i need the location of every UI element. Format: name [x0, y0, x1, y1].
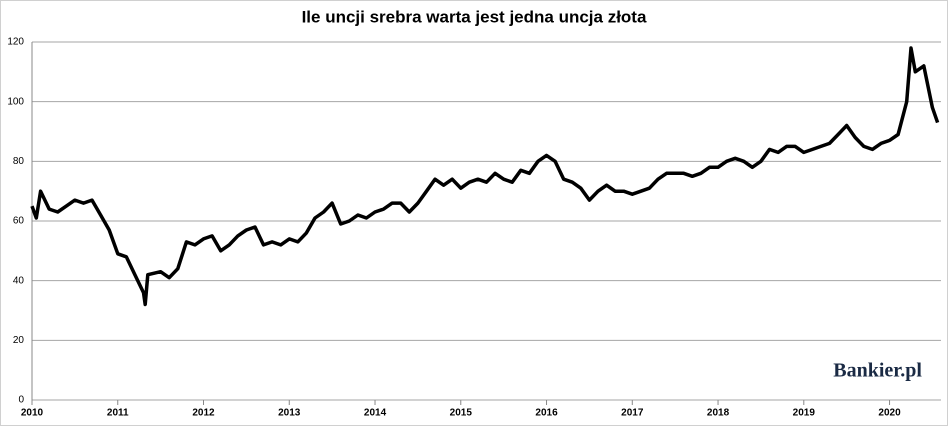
x-tick-label: 2016 [535, 408, 558, 419]
x-tick-label: 2019 [793, 408, 816, 419]
chart-title: Ile uncji srebra warta jest jedna uncja … [302, 7, 647, 26]
watermark: Bankier.pl [833, 360, 922, 382]
x-tick-label: 2010 [21, 408, 44, 419]
x-tick-label: 2017 [621, 408, 644, 419]
series-line [30, 46, 940, 307]
y-tick-label: 60 [13, 216, 25, 227]
x-tick-label: 2014 [364, 408, 387, 419]
y-tick-label: 80 [13, 156, 25, 167]
y-tick-label: 40 [13, 275, 25, 286]
y-tick-label: 20 [13, 335, 25, 346]
x-tick-label: 2015 [450, 408, 473, 419]
y-tick-label: 100 [7, 96, 24, 107]
y-tick-label: 120 [7, 37, 24, 48]
y-tick-label: 0 [18, 395, 24, 406]
x-tick-label: 2020 [878, 408, 901, 419]
x-tick-label: 2011 [107, 408, 129, 419]
x-tick-label: 2018 [707, 408, 730, 419]
x-tick-label: 2013 [278, 408, 301, 419]
x-tick-label: 2012 [192, 408, 215, 419]
